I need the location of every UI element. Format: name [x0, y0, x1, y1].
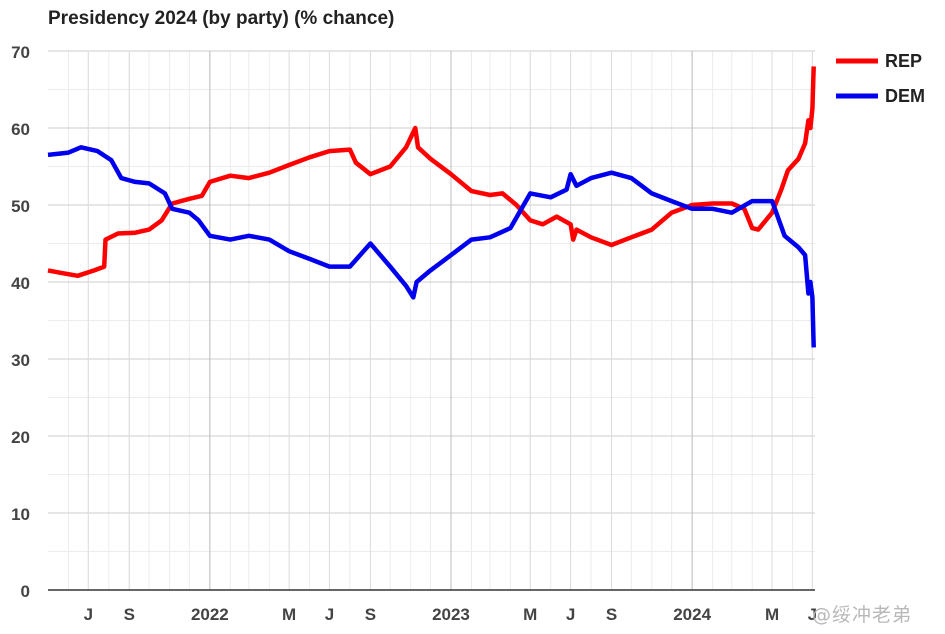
chart-title: Presidency 2024 (by party) (% chance) [48, 8, 395, 29]
y-tick-label: 30 [11, 351, 30, 370]
x-tick-label: J [325, 605, 334, 624]
y-tick-label: 50 [11, 197, 30, 216]
legend-label-rep: REP [885, 51, 922, 71]
x-tick-label: 2024 [673, 605, 711, 624]
y-tick-label: 0 [21, 582, 30, 601]
y-tick-label: 40 [11, 274, 30, 293]
x-tick-label: M [765, 605, 779, 624]
y-tick-label: 70 [11, 43, 30, 62]
series-line-rep [47, 66, 816, 279]
x-tick-label: 2022 [191, 605, 229, 624]
x-tick-label: S [124, 605, 135, 624]
x-tick-label: J [808, 605, 817, 624]
y-tick-label: 10 [11, 505, 30, 524]
x-tick-label: M [523, 605, 537, 624]
series-line-dem [47, 145, 816, 348]
legend-label-dem: DEM [885, 86, 925, 106]
x-tick-label: 2023 [432, 605, 470, 624]
watermark: @绥冲老弟 [812, 604, 913, 626]
x-tick-label: J [566, 605, 575, 624]
x-tick-label: M [282, 605, 296, 624]
y-tick-label: 20 [11, 428, 30, 447]
y-tick-label: 60 [11, 120, 30, 139]
x-tick-label: S [365, 605, 376, 624]
x-tick-label: S [606, 605, 617, 624]
x-tick-label: J [84, 605, 93, 624]
